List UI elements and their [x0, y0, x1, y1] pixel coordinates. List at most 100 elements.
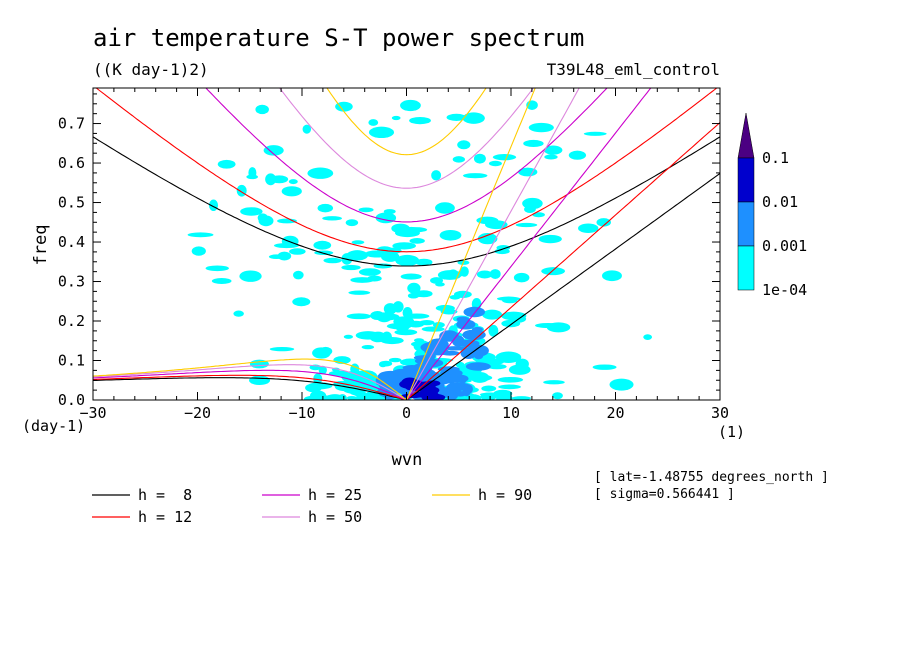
- dispersion-curves: [93, 88, 720, 400]
- power-patch: [303, 395, 322, 400]
- power-patch: [415, 258, 433, 266]
- gravity-curve: [205, 88, 608, 223]
- legend-entry: h = 12: [138, 508, 192, 526]
- rossby-curve: [93, 377, 407, 400]
- y-axis: 0.0 0.1 0.2 0.3 0.4 0.5 0.6 0.7: [58, 93, 720, 409]
- power-patch: [255, 104, 269, 115]
- power-patch: [496, 296, 521, 301]
- power-patch: [368, 119, 379, 126]
- colorbar-segment: [737, 157, 755, 203]
- x-tick-label: 0: [402, 404, 411, 422]
- y-axis-label: freq: [31, 225, 51, 266]
- power-patch: [288, 179, 298, 185]
- power-patch: [479, 392, 502, 397]
- power-patch: [400, 99, 421, 112]
- gravity-curve: [326, 88, 487, 156]
- power-patch: [439, 229, 462, 241]
- power-patch: [263, 145, 284, 156]
- power-patch: [348, 290, 371, 295]
- power-patch: [429, 392, 440, 400]
- colorbar-label: 0.001: [762, 237, 807, 255]
- power-patch: [470, 372, 490, 383]
- power-patch: [240, 207, 263, 216]
- kelvin-curve: [406, 173, 720, 400]
- power-patch: [359, 378, 381, 383]
- power-patch: [312, 347, 331, 359]
- power-patch: [515, 222, 538, 228]
- power-patch: [323, 257, 342, 264]
- power-patch: [233, 310, 244, 317]
- power-patch: [463, 306, 486, 318]
- colorbar-label: 0.1: [762, 149, 789, 167]
- power-patch: [307, 167, 334, 179]
- power-patch: [409, 116, 431, 125]
- power-patch: [535, 322, 561, 329]
- power-patch: [501, 319, 521, 328]
- x-tick-label: 30: [711, 404, 729, 422]
- power-patch: [609, 378, 634, 391]
- power-patch: [392, 242, 416, 250]
- power-patch: [544, 154, 558, 160]
- power-patch: [497, 376, 524, 383]
- y-tick-label: 0.1: [58, 352, 85, 370]
- legend: h = 8 h = 12 h = 25 h = 50 h = 90: [92, 486, 532, 526]
- power-patch: [430, 277, 444, 284]
- y-tick-label: 0.7: [58, 115, 85, 133]
- x-tick-label: −20: [184, 404, 211, 422]
- power-patch: [435, 282, 445, 287]
- power-patch: [302, 124, 312, 134]
- colorbar-arrow: [737, 112, 755, 159]
- y-tick-label: 0.2: [58, 312, 85, 330]
- gravity-curve: [93, 136, 720, 267]
- rossby-curve: [93, 364, 407, 400]
- power-patch: [432, 321, 445, 328]
- power-patch: [361, 344, 375, 350]
- x-tick-label: −30: [79, 404, 106, 422]
- power-patch: [395, 254, 420, 267]
- x-tick-label: 20: [606, 404, 624, 422]
- power-patch: [191, 246, 206, 256]
- power-patch: [643, 334, 653, 340]
- power-patch: [476, 270, 493, 279]
- power-patch: [421, 326, 445, 332]
- power-patch: [358, 268, 381, 276]
- power-patch: [246, 174, 259, 180]
- power-patch: [578, 223, 599, 233]
- power-patch: [489, 269, 501, 279]
- power-patch: [375, 397, 387, 400]
- colorbar-segment: [737, 201, 755, 247]
- power-patch: [518, 167, 538, 177]
- y-tick-label: 0.0: [58, 391, 85, 409]
- power-patch: [419, 319, 435, 326]
- power-patch: [482, 309, 503, 320]
- power-patch: [568, 150, 587, 160]
- power-patch: [592, 364, 617, 370]
- power-patch: [345, 219, 359, 227]
- x-tick-label: 10: [502, 404, 520, 422]
- power-patch: [477, 233, 498, 245]
- x-axis: −30 −20 −10 0 10 20 30: [79, 88, 729, 422]
- power-patch: [528, 122, 554, 133]
- power-patch: [391, 115, 401, 121]
- legend-entry: h = 25: [308, 486, 362, 504]
- power-patch: [269, 346, 295, 352]
- power-patch: [211, 277, 232, 285]
- power-patch: [481, 385, 497, 392]
- power-patch: [292, 297, 311, 307]
- power-patch: [538, 234, 562, 244]
- power-patch: [462, 384, 473, 395]
- power-patch: [453, 290, 472, 298]
- legend-entry: h = 50: [308, 508, 362, 526]
- power-patch: [350, 277, 375, 283]
- power-patch: [338, 394, 347, 400]
- power-patch: [394, 329, 418, 336]
- kelvin-curve: [405, 88, 536, 400]
- power-patch: [452, 156, 466, 163]
- power-patch: [322, 216, 342, 221]
- power-patch: [335, 101, 353, 112]
- power-patch: [414, 357, 436, 365]
- y-unit-label: (day-1): [22, 417, 85, 435]
- power-patch: [289, 248, 306, 255]
- power-patch: [487, 363, 507, 370]
